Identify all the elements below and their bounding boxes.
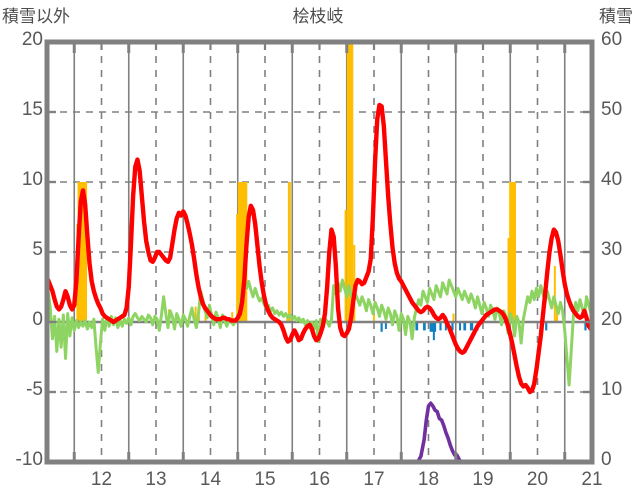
x-axis-tick: 19 <box>472 469 494 490</box>
orange-bar <box>237 182 248 322</box>
x-axis-tick: 13 <box>145 469 167 490</box>
orange-bar <box>287 182 291 322</box>
y-axis-left-tick: 15 <box>21 99 43 120</box>
y-axis-left-tick: 20 <box>21 29 43 50</box>
blue-bar <box>423 322 426 331</box>
right-axis-title: 積雪 <box>599 7 633 26</box>
x-axis-tick: 14 <box>199 469 222 490</box>
orange-bar <box>77 182 88 322</box>
x-axis-tick: 21 <box>581 469 603 490</box>
blue-bar <box>415 322 419 331</box>
orange-bar <box>236 214 239 322</box>
y-axis-left-tick: -10 <box>15 449 43 470</box>
blue-bar <box>432 322 435 341</box>
y-axis-right-tick: 50 <box>601 99 623 120</box>
orange-bar <box>346 42 354 322</box>
orange-bar <box>509 182 516 322</box>
x-axis-tick: 18 <box>417 469 440 490</box>
x-axis-tick: 16 <box>308 469 331 490</box>
y-axis-right-tick: 10 <box>601 379 623 400</box>
red-series-line <box>45 102 594 395</box>
y-axis-right-tick: 40 <box>601 169 623 190</box>
blue-bar <box>439 322 442 331</box>
blue-bar <box>380 322 383 332</box>
blue-bar <box>384 322 387 329</box>
orange-bar <box>556 308 559 322</box>
page-title: 桧枝岐 <box>292 7 344 26</box>
y-axis-right-tick: 0 <box>601 449 612 470</box>
orange-bar <box>194 306 197 322</box>
x-axis-tick: 17 <box>363 469 385 490</box>
blue-bar <box>545 322 548 331</box>
x-axis-tick: 12 <box>90 469 113 490</box>
orange-bar <box>553 266 556 322</box>
y-axis-left-tick: -5 <box>26 379 43 400</box>
blue-bar <box>451 322 454 331</box>
blue-bar <box>459 322 462 331</box>
orange-bar <box>452 313 455 322</box>
x-axis-tick: 15 <box>254 469 276 490</box>
blue-bar <box>584 322 587 331</box>
x-axis-tick: 20 <box>526 469 549 490</box>
y-axis-right-tick: 60 <box>601 29 623 50</box>
y-axis-left-tick: 0 <box>32 309 43 330</box>
orange-bar <box>372 315 375 322</box>
blue-bar <box>469 322 474 331</box>
orange-bar <box>507 238 510 322</box>
y-axis-right-tick: 30 <box>601 239 623 260</box>
left-axis-title: 積雪以外 <box>2 7 70 26</box>
blue-bar <box>444 322 447 331</box>
y-axis-left-tick: 5 <box>32 239 43 260</box>
blue-bar <box>463 322 467 331</box>
y-axis-left-tick: 10 <box>21 169 43 190</box>
y-axis-right-tick: 20 <box>601 309 623 330</box>
orange-bar <box>344 210 347 322</box>
orange-bar <box>231 312 234 322</box>
